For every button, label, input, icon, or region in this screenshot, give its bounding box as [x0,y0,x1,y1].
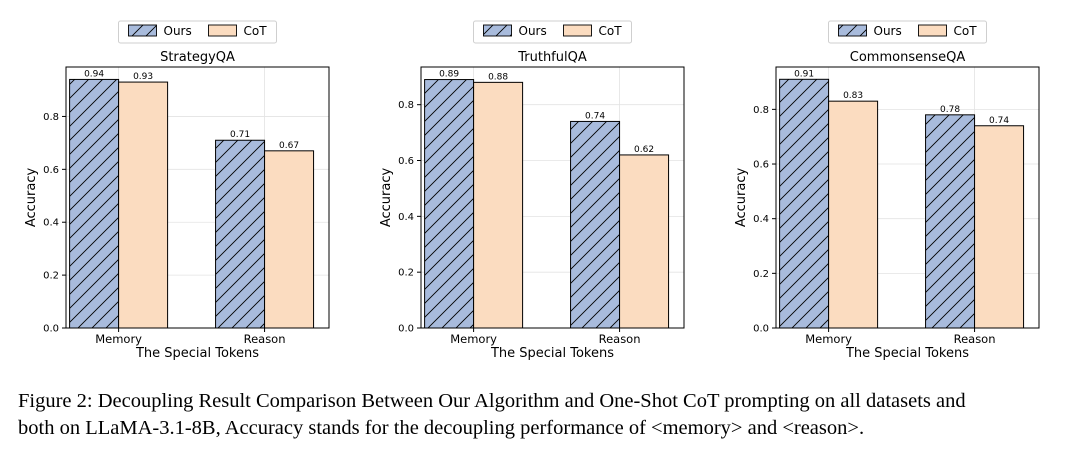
y-tick-label: 0.0 [753,324,769,335]
figure-caption: Figure 2: Decoupling Result Comparison B… [18,388,1068,442]
y-tick-label: 0.4 [398,212,414,223]
plot-frame [420,66,685,329]
bar-value-label: 0.74 [989,116,1009,126]
y-tick-label: 0.6 [753,160,769,171]
bar-value-label: 0.91 [794,69,814,79]
y-tick-label: 0.2 [398,268,414,279]
bar-cot-memory [473,81,524,329]
legend: Ours CoT [473,20,632,44]
legend: Ours CoT [828,20,987,44]
y-tick-label: 0.0 [398,324,414,335]
x-tick-label: Memory [805,332,852,346]
bar-value-label: 0.78 [940,105,960,115]
legend-label-ours: Ours [164,24,192,38]
x-tick-label: Memory [95,332,142,346]
y-tick-label: 0.4 [43,218,59,229]
plot-frame [65,66,330,329]
bar-ours-reason [925,114,976,329]
y-tick-label: 0.2 [753,269,769,280]
legend-swatch-cot [918,24,947,37]
x-tick-label: Reason [954,332,996,346]
legend: Ours CoT [118,20,277,44]
x-axis-label: The Special Tokens [490,346,614,361]
bar-value-label: 0.94 [84,69,104,79]
legend-swatch-ours [128,24,157,37]
x-axis-label: The Special Tokens [135,346,259,361]
chart-title: TruthfulQA [517,50,587,65]
chart-panel-0: 0.94 0.71 0.93 0.67 0.0 0.2 0.4 0.6 0.8 Memory Rea… [24,20,330,361]
legend-label-ours: Ours [519,24,547,38]
caption-line-2: both on LLaMA-3.1-8B, Accuracy stands fo… [18,417,865,439]
x-axis-label: The Special Tokens [845,346,969,361]
legend-box [828,20,987,44]
y-tick-label: 0.4 [753,214,769,225]
legend-swatch-cot [208,24,237,37]
caption-line-1: Figure 2: Decoupling Result Comparison B… [18,390,966,412]
y-tick-label: 0.0 [43,324,59,335]
bar-cot-memory [118,81,169,329]
x-tick-label: Memory [450,332,497,346]
legend-label-cot: CoT [244,24,268,38]
y-axis-label: Accuracy [379,168,394,228]
x-tick-label: Reason [599,332,641,346]
bar-ours-memory [424,79,475,329]
y-axis-label: Accuracy [24,168,39,228]
bar-ours-reason [215,139,266,329]
bar-cot-reason [264,150,315,329]
y-tick-label: 0.6 [43,165,59,176]
legend-box [118,20,277,44]
charts-svg: 0.94 0.71 0.93 0.67 0.0 0.2 0.4 0.6 0.8 Memory Rea… [24,20,1040,361]
legend-swatch-ours [483,24,512,37]
bar-value-label: 0.93 [133,72,153,82]
y-tick-label: 0.8 [753,105,769,116]
bar-value-label: 0.62 [634,145,654,155]
y-tick-label: 0.8 [43,112,59,123]
legend-box [473,20,632,44]
bar-cot-reason [974,125,1025,329]
chart-title: StrategyQA [160,50,235,65]
bar-value-label: 0.88 [488,72,508,82]
legend-swatch-ours [838,24,867,37]
bar-cot-memory [828,100,879,329]
y-tick-label: 0.2 [43,271,59,282]
y-axis-label: Accuracy [734,168,749,228]
bar-value-label: 0.71 [230,130,250,140]
bar-value-label: 0.83 [843,91,863,101]
bar-cot-reason [619,154,670,329]
figure: 0.94 0.71 0.93 0.67 0.0 0.2 0.4 0.6 0.8 Memory Rea… [24,20,1040,361]
legend-label-cot: CoT [954,24,978,38]
bar-ours-reason [570,120,621,329]
bar-ours-memory [779,78,830,329]
bar-value-label: 0.89 [439,70,459,80]
x-tick-label: Reason [244,332,286,346]
legend-label-cot: CoT [599,24,623,38]
bar-value-label: 0.67 [279,141,299,151]
bar-value-label: 0.74 [585,111,605,121]
chart-panel-1: 0.89 0.74 0.88 0.62 0.0 0.2 0.4 0.6 0.8 Memory Rea… [379,20,685,361]
plot-frame [775,66,1040,329]
y-tick-label: 0.8 [398,100,414,111]
legend-label-ours: Ours [874,24,902,38]
y-tick-label: 0.6 [398,156,414,167]
legend-swatch-cot [563,24,592,37]
chart-panel-2: 0.91 0.78 0.83 0.74 0.0 0.2 0.4 0.6 0.8 Memory Rea… [734,20,1040,361]
chart-title: CommonsenseQA [850,50,966,65]
bar-ours-memory [69,78,120,329]
